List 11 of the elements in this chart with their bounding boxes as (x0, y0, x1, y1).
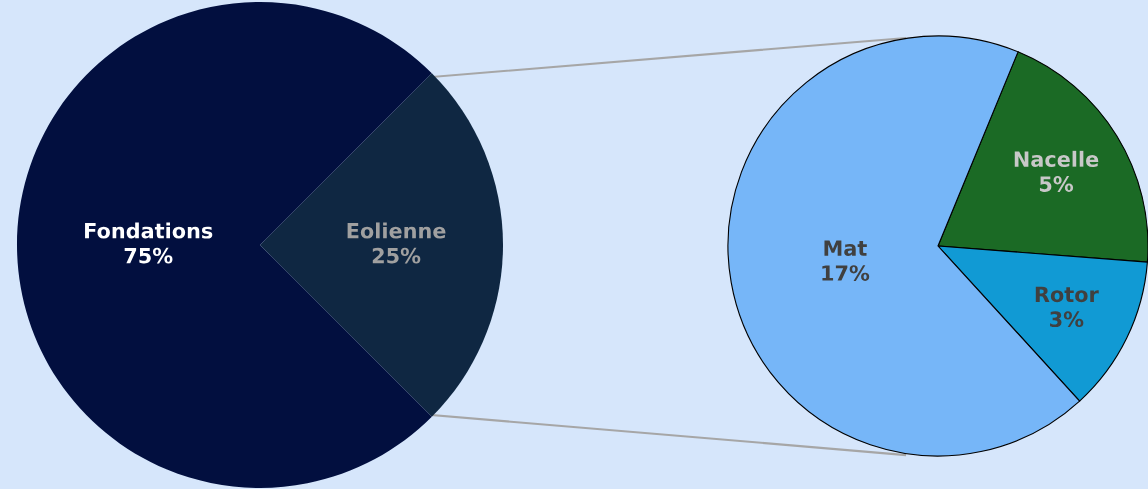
slice-label: Eolienne (347, 222, 446, 239)
slice-label: Fondations (85, 222, 213, 239)
slice-label: Mat (824, 240, 867, 256)
data-label: 25% (372, 247, 421, 264)
data-label: 75% (124, 247, 173, 264)
data-label: 17% (822, 265, 870, 281)
slice-label: Nacelle (1014, 150, 1099, 167)
data-label: 3% (1050, 311, 1084, 328)
pie-slice (260, 73, 503, 417)
slice-label: Rotor (1035, 286, 1099, 303)
data-label: 5% (1039, 176, 1074, 192)
